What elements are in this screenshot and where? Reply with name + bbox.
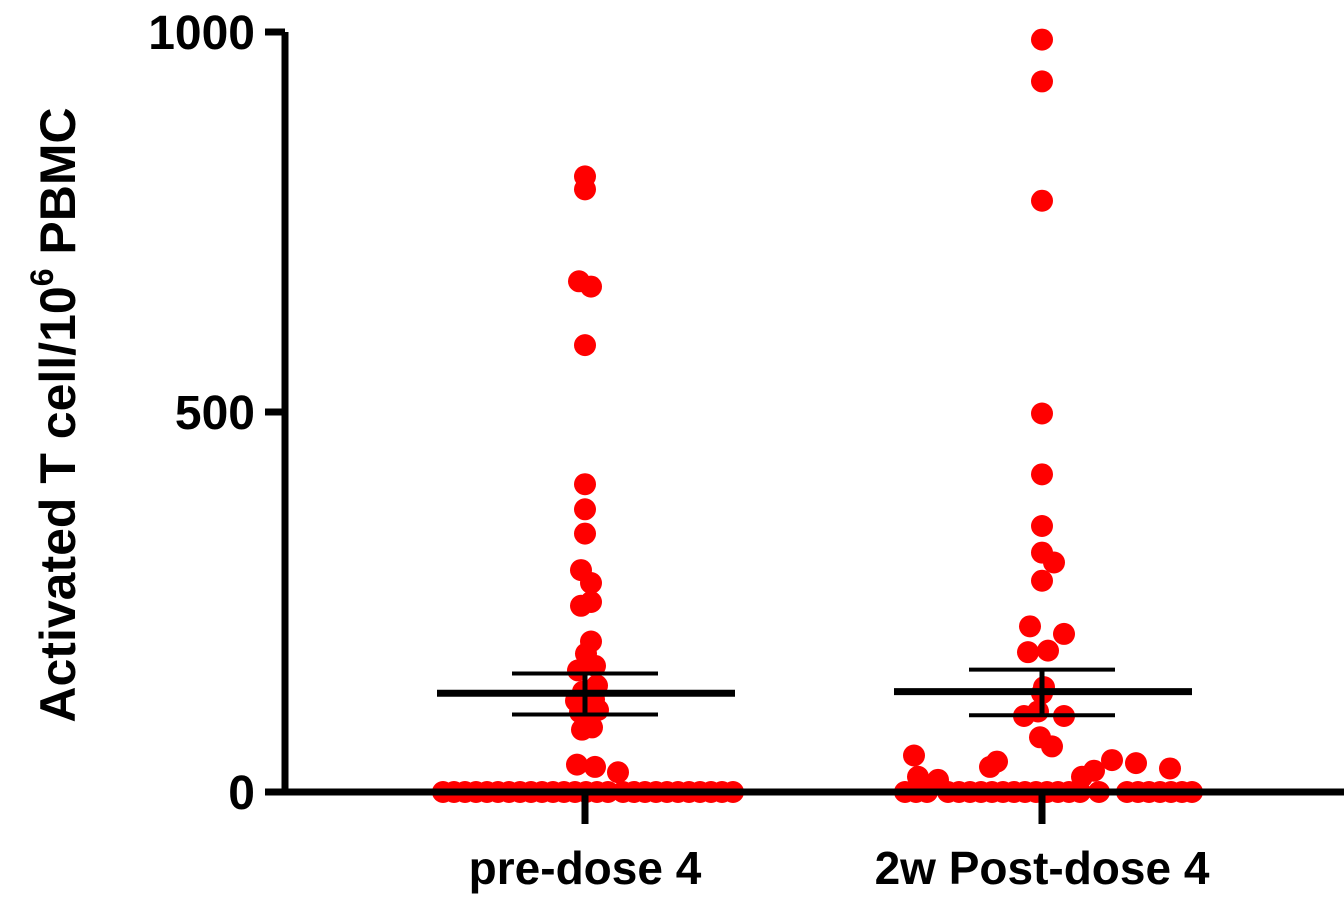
data-point xyxy=(581,716,603,739)
data-point xyxy=(1019,615,1041,638)
data-point xyxy=(1031,28,1053,51)
data-point xyxy=(907,765,929,788)
data-point xyxy=(986,750,1008,773)
data-point xyxy=(1125,752,1147,775)
data-point xyxy=(1029,726,1051,749)
y-ticks: 0 500 1000 xyxy=(148,7,285,820)
data-point xyxy=(1083,759,1105,782)
data-point xyxy=(566,753,588,776)
y-axis-label-suffix: PBMC xyxy=(30,107,86,268)
data-point xyxy=(1159,757,1181,780)
data-point xyxy=(574,473,596,496)
data-point xyxy=(1031,70,1053,93)
data-point xyxy=(1043,551,1065,574)
data-point xyxy=(584,755,606,778)
data-point xyxy=(580,275,602,298)
data-point xyxy=(570,559,592,582)
y-axis-label-superscript: 6 xyxy=(24,269,60,287)
data-point xyxy=(1053,622,1075,645)
error-bars xyxy=(437,667,1192,718)
data-point xyxy=(1031,515,1053,537)
y-tick-label: 0 xyxy=(228,767,255,820)
data-point xyxy=(1031,463,1053,486)
y-tick-label: 1000 xyxy=(148,7,255,60)
data-point xyxy=(607,761,629,784)
data-point xyxy=(1101,749,1123,772)
data-point xyxy=(927,768,949,791)
data-point xyxy=(574,498,596,521)
x-category-label: 2w Post-dose 4 xyxy=(875,842,1210,894)
x-category-label: pre-dose 4 xyxy=(469,842,702,894)
data-point xyxy=(574,165,596,188)
data-point xyxy=(1037,639,1059,662)
data-point xyxy=(1031,189,1053,212)
data-point xyxy=(580,630,602,653)
data-point xyxy=(1027,700,1049,723)
x-categories: pre-dose 4 2w Post-dose 4 xyxy=(469,792,1210,894)
data-point xyxy=(580,591,602,613)
data-point xyxy=(574,334,596,357)
data-point xyxy=(903,744,925,767)
y-axis-label-main: Activated T cell/10 xyxy=(30,286,86,722)
data-point xyxy=(1017,641,1039,664)
data-point xyxy=(1031,402,1053,425)
y-axis-label: Activated T cell/106 PBMC xyxy=(24,107,86,722)
data-point xyxy=(1031,569,1053,592)
data-points xyxy=(432,28,1203,803)
data-point xyxy=(574,522,596,545)
y-tick-label: 500 xyxy=(175,387,255,440)
